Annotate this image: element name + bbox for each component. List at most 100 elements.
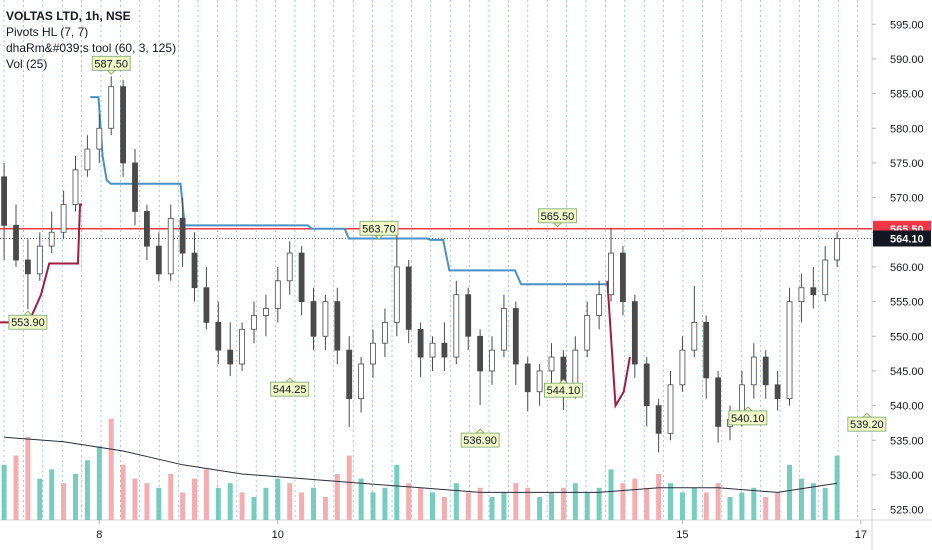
volume-bar	[691, 487, 697, 520]
candle-body	[822, 259, 829, 296]
pivot-label: 540.10	[731, 413, 765, 425]
pivot-label: 544.10	[547, 385, 581, 397]
candle-body	[631, 301, 638, 365]
price-badge	[873, 230, 931, 247]
volume-bar	[37, 478, 43, 520]
pivot-label-box	[91, 55, 131, 71]
candle-body	[465, 294, 472, 337]
candle-body	[13, 224, 19, 261]
candle-body	[155, 245, 162, 275]
legend-pivots[interactable]: Pivots HL (7, 7)	[6, 25, 89, 39]
y-tick-label: 555.00	[890, 297, 924, 309]
y-tick-label: 545.00	[890, 366, 924, 378]
volume-bar	[203, 469, 209, 520]
volume-bar	[49, 469, 55, 520]
volume-bar	[334, 474, 340, 520]
pivot-label: 565.50	[541, 211, 575, 223]
price-badge-label: 564.10	[890, 234, 924, 246]
y-tick-label: 535.00	[890, 435, 924, 447]
candle-body	[489, 349, 495, 372]
candle-body	[608, 252, 614, 296]
pivot-label-box	[270, 381, 310, 397]
volume-bar	[132, 478, 138, 520]
pivot-label-box	[460, 432, 500, 448]
candle-body	[584, 315, 591, 351]
pivot-label: 539.20	[850, 419, 884, 431]
pivot-pointer	[742, 406, 753, 412]
volume-bar	[144, 483, 150, 520]
volume-bar	[156, 487, 162, 520]
candle-body	[512, 308, 519, 365]
y-tick-label: 530.00	[890, 470, 924, 482]
pivot-label-box	[728, 410, 768, 426]
candle-body	[263, 308, 269, 316]
volume-bar	[215, 487, 221, 520]
candle-body	[429, 342, 436, 358]
volume-bar	[346, 455, 352, 520]
pivot-label-box	[538, 208, 577, 224]
candle-body	[132, 162, 138, 212]
candle-body	[25, 259, 31, 275]
volume-bar	[501, 492, 507, 520]
candle-body	[108, 86, 115, 129]
volume-bar	[477, 487, 483, 520]
volume-bar	[311, 487, 317, 520]
candle-body	[1, 176, 8, 226]
volume-bar	[834, 455, 840, 520]
candle-body	[620, 252, 626, 302]
candle-body	[441, 342, 448, 358]
candle-body	[334, 301, 341, 351]
volume-bar	[263, 487, 269, 520]
x-tick-label: 15	[676, 529, 688, 541]
candle-body	[179, 217, 186, 254]
candle-body	[453, 294, 460, 358]
candle-body	[382, 321, 388, 344]
pivot-label: 544.25	[273, 384, 307, 396]
volume-bar	[465, 492, 471, 520]
candle-body	[322, 301, 329, 337]
x-tick-label: 17	[855, 529, 867, 541]
legend-vol[interactable]: Vol (25)	[6, 57, 48, 71]
candle-body	[120, 86, 127, 164]
y-tick-label: 580.00	[890, 123, 924, 135]
candle-body	[536, 370, 543, 393]
volume-bar	[620, 483, 626, 520]
volume-bar	[751, 487, 757, 520]
volume-bar	[798, 478, 804, 520]
candle-body	[417, 328, 424, 358]
volume-bar	[537, 497, 543, 520]
volume-bar	[679, 492, 685, 520]
volume-bar	[596, 487, 602, 520]
volume-bar	[382, 487, 388, 520]
volume-bar	[227, 483, 233, 520]
volume-bar	[656, 474, 662, 520]
volume-bar	[180, 492, 186, 520]
volume-bar	[584, 492, 590, 520]
candle-body	[762, 356, 769, 386]
candle-body	[298, 252, 305, 302]
candle-body	[691, 321, 698, 351]
volume-bar	[715, 483, 721, 520]
candle-body	[655, 405, 662, 434]
volume-bar	[739, 492, 745, 520]
candle-body	[60, 204, 67, 233]
volume-ma-line	[4, 436, 838, 493]
volume-bar	[13, 455, 19, 520]
volume-bar	[787, 464, 793, 520]
volume-bar	[549, 492, 555, 520]
volume-bar	[453, 483, 459, 520]
volume-bar	[61, 483, 67, 520]
candle-body	[251, 315, 257, 330]
legend-tool[interactable]: dhaRm&#039;s tool (60, 3, 125)	[6, 41, 177, 55]
pivot-label-box	[359, 220, 399, 236]
volume-bar	[192, 478, 198, 520]
candle-body	[144, 211, 150, 247]
candle-body	[501, 308, 507, 351]
candle-body	[703, 321, 710, 379]
candle-body	[203, 287, 210, 323]
candle-body	[227, 349, 234, 365]
candle-body	[834, 238, 841, 261]
legend-title[interactable]: VOLTAS LTD, 1h, NSE	[6, 9, 131, 23]
candle-body	[750, 356, 757, 386]
